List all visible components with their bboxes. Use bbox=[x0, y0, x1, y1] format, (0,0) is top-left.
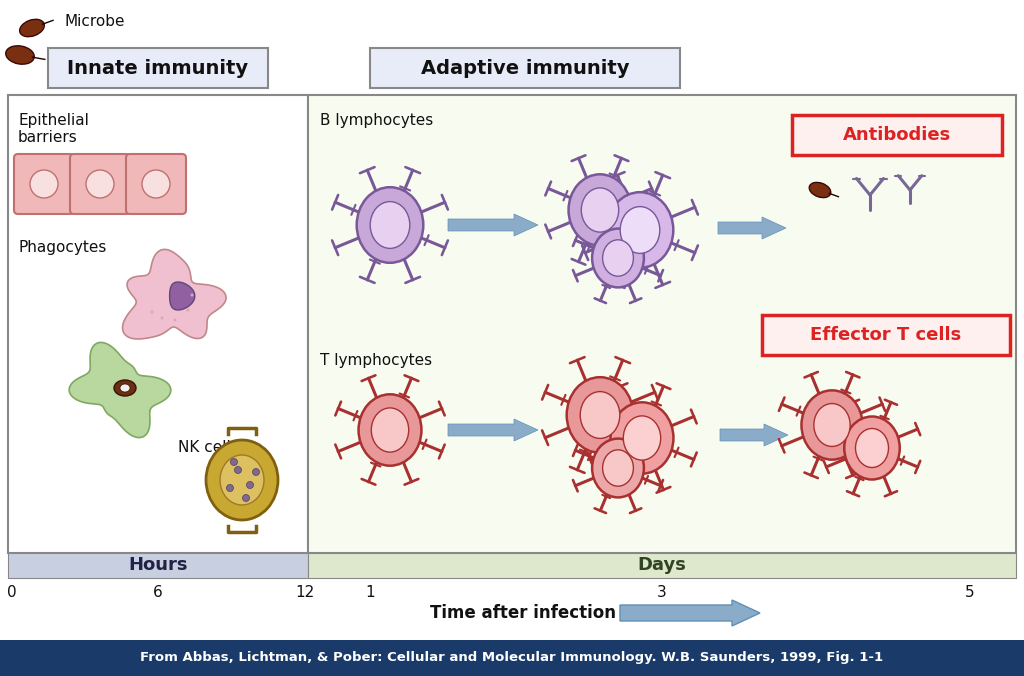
Ellipse shape bbox=[6, 46, 34, 64]
Ellipse shape bbox=[844, 416, 900, 479]
Circle shape bbox=[253, 468, 259, 475]
Text: Effector T cells: Effector T cells bbox=[810, 326, 962, 344]
Text: NK cells: NK cells bbox=[178, 440, 239, 455]
Ellipse shape bbox=[592, 228, 644, 287]
Circle shape bbox=[151, 310, 154, 314]
Ellipse shape bbox=[19, 20, 44, 37]
Text: B lymphocytes: B lymphocytes bbox=[319, 113, 433, 128]
Ellipse shape bbox=[624, 416, 660, 460]
FancyBboxPatch shape bbox=[8, 553, 308, 578]
FancyArrow shape bbox=[620, 600, 760, 626]
FancyArrow shape bbox=[720, 424, 788, 446]
FancyBboxPatch shape bbox=[308, 553, 1016, 578]
FancyArrow shape bbox=[718, 217, 786, 239]
Circle shape bbox=[234, 466, 242, 473]
FancyBboxPatch shape bbox=[48, 48, 268, 88]
Text: 3: 3 bbox=[657, 585, 667, 600]
Circle shape bbox=[161, 316, 164, 320]
Ellipse shape bbox=[814, 404, 850, 446]
Text: Adaptive immunity: Adaptive immunity bbox=[421, 59, 630, 78]
Circle shape bbox=[30, 170, 58, 198]
Text: Microbe: Microbe bbox=[65, 14, 126, 30]
Ellipse shape bbox=[592, 439, 644, 498]
Circle shape bbox=[86, 170, 114, 198]
Ellipse shape bbox=[114, 380, 136, 396]
Text: Epithelial
barriers: Epithelial barriers bbox=[18, 113, 89, 145]
FancyArrow shape bbox=[449, 214, 538, 236]
FancyBboxPatch shape bbox=[14, 154, 74, 214]
Ellipse shape bbox=[621, 207, 659, 254]
Text: Days: Days bbox=[638, 556, 686, 574]
Ellipse shape bbox=[602, 240, 634, 276]
Ellipse shape bbox=[606, 192, 674, 268]
Circle shape bbox=[230, 458, 238, 466]
Ellipse shape bbox=[371, 201, 410, 248]
Ellipse shape bbox=[855, 429, 889, 468]
Text: Antibodies: Antibodies bbox=[843, 126, 951, 144]
Ellipse shape bbox=[802, 390, 862, 460]
FancyBboxPatch shape bbox=[70, 154, 130, 214]
Ellipse shape bbox=[602, 450, 634, 486]
Text: Hours: Hours bbox=[128, 556, 187, 574]
Ellipse shape bbox=[356, 187, 423, 263]
Ellipse shape bbox=[809, 183, 830, 197]
Ellipse shape bbox=[581, 391, 620, 439]
Polygon shape bbox=[123, 249, 226, 339]
Circle shape bbox=[247, 481, 254, 489]
Ellipse shape bbox=[358, 394, 422, 466]
Circle shape bbox=[226, 485, 233, 491]
FancyArrow shape bbox=[449, 419, 538, 441]
FancyBboxPatch shape bbox=[308, 95, 1016, 553]
Ellipse shape bbox=[372, 408, 409, 452]
Ellipse shape bbox=[566, 377, 633, 453]
FancyBboxPatch shape bbox=[0, 640, 1024, 676]
Ellipse shape bbox=[220, 455, 264, 505]
Circle shape bbox=[173, 318, 176, 322]
FancyBboxPatch shape bbox=[126, 154, 186, 214]
Text: Innate immunity: Innate immunity bbox=[68, 59, 249, 78]
Text: 0: 0 bbox=[7, 585, 16, 600]
Text: From Abbas, Lichtman, & Pober: Cellular and Molecular Immunology. W.B. Saunders,: From Abbas, Lichtman, & Pober: Cellular … bbox=[140, 652, 884, 665]
FancyBboxPatch shape bbox=[370, 48, 680, 88]
Ellipse shape bbox=[610, 402, 674, 474]
Circle shape bbox=[142, 170, 170, 198]
FancyBboxPatch shape bbox=[762, 315, 1010, 355]
Polygon shape bbox=[170, 282, 195, 310]
Text: Time after infection: Time after infection bbox=[430, 604, 616, 622]
Text: 1: 1 bbox=[366, 585, 375, 600]
Text: 12: 12 bbox=[295, 585, 314, 600]
Ellipse shape bbox=[120, 384, 130, 392]
Polygon shape bbox=[70, 343, 171, 437]
Text: Phagocytes: Phagocytes bbox=[18, 240, 106, 255]
FancyBboxPatch shape bbox=[8, 95, 308, 553]
Ellipse shape bbox=[582, 188, 618, 232]
Circle shape bbox=[243, 495, 250, 502]
Ellipse shape bbox=[206, 440, 278, 520]
FancyBboxPatch shape bbox=[792, 115, 1002, 155]
Ellipse shape bbox=[568, 174, 632, 245]
Circle shape bbox=[186, 308, 189, 312]
Text: T lymphocytes: T lymphocytes bbox=[319, 353, 432, 368]
Text: 6: 6 bbox=[154, 585, 163, 600]
Circle shape bbox=[190, 293, 194, 297]
Text: 5: 5 bbox=[966, 585, 975, 600]
